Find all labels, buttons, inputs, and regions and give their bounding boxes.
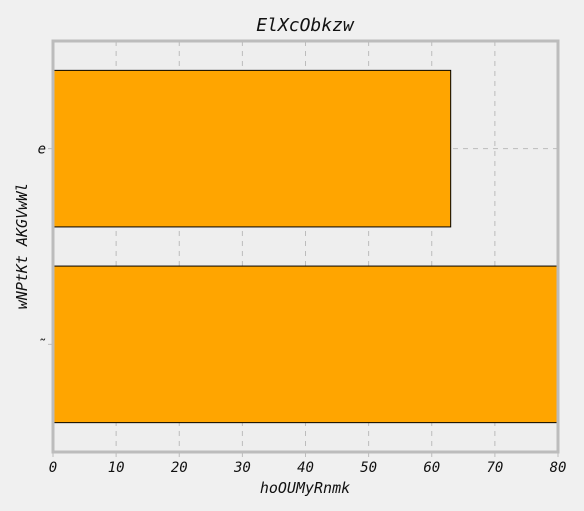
- x-tick-label: 70: [486, 460, 503, 476]
- y-axis-label: wNPtKt AKGVwWl: [13, 183, 31, 309]
- x-tick-label: 30: [233, 460, 251, 476]
- x-tick-label: 80: [550, 460, 567, 476]
- bar-2: [52, 265, 559, 424]
- x-tick-label: 0: [49, 460, 57, 476]
- y-tick-label: e: [38, 142, 46, 158]
- bars: [52, 69, 559, 424]
- x-axis-label: hoOUMyRnmk: [260, 479, 350, 497]
- x-tick-label: 20: [171, 460, 188, 476]
- chart-title: ElXcObkzw: [256, 15, 355, 36]
- bar-1: [52, 69, 452, 228]
- x-tick-label: 10: [108, 460, 125, 476]
- x-tick-label: 40: [297, 460, 314, 476]
- y-tick-label: ˜: [38, 337, 46, 353]
- x-tick-label: 50: [360, 460, 377, 476]
- x-axis-ticks: 0 10 20 30 40 50 60 70 80: [49, 452, 567, 476]
- y-axis-ticks: e˜: [38, 142, 53, 353]
- x-tick-label: 60: [423, 460, 440, 476]
